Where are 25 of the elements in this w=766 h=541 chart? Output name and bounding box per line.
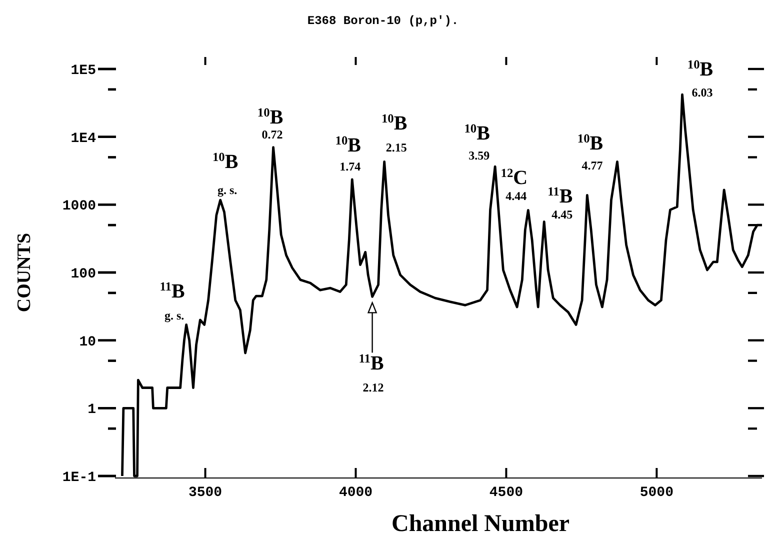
annotation: $^{10}$B g. s. (212, 150, 238, 198)
annotation: $^{10}$B 6.03 (687, 58, 714, 100)
y-tick-label: 1E5 (70, 63, 96, 79)
y-tick-label: 1E-1 (62, 470, 96, 486)
y-tick-label: 100 (70, 266, 96, 282)
x-tick-label: 4500 (489, 485, 524, 501)
annotation: $^{10}$B 1.74 (335, 133, 361, 174)
annotation: $^{10}$B 4.77 (577, 132, 604, 173)
x-tick-label: 3500 (188, 485, 222, 501)
annotation: $^{11}$B 2.12 (358, 352, 384, 395)
x-tick-label: 4000 (338, 485, 373, 501)
y-tick-label: 1 (88, 402, 96, 418)
annotation: $^{10}$B 2.15 (381, 112, 408, 155)
y-tick-label: 1000 (62, 198, 96, 215)
chart-title: E368 Boron-10 (p,p′). (307, 14, 459, 28)
annotation: $^{11}$B g. s. (160, 280, 185, 323)
annotation: $^{10}$B 3.59 (464, 122, 490, 163)
annotation: $^{11}$B 4.45 (548, 184, 573, 222)
annotation: $^{12}$C 4.44 (500, 166, 528, 204)
x-tick-label: 5000 (640, 485, 674, 501)
y-axis-title: COUNTS (14, 232, 35, 312)
x-axis-title: Channel Number (391, 511, 570, 537)
annotation: $^{10}$B 0.72 (257, 105, 284, 142)
y-tick-label: 10 (79, 334, 96, 350)
y-tick-label: 1E4 (70, 130, 96, 147)
